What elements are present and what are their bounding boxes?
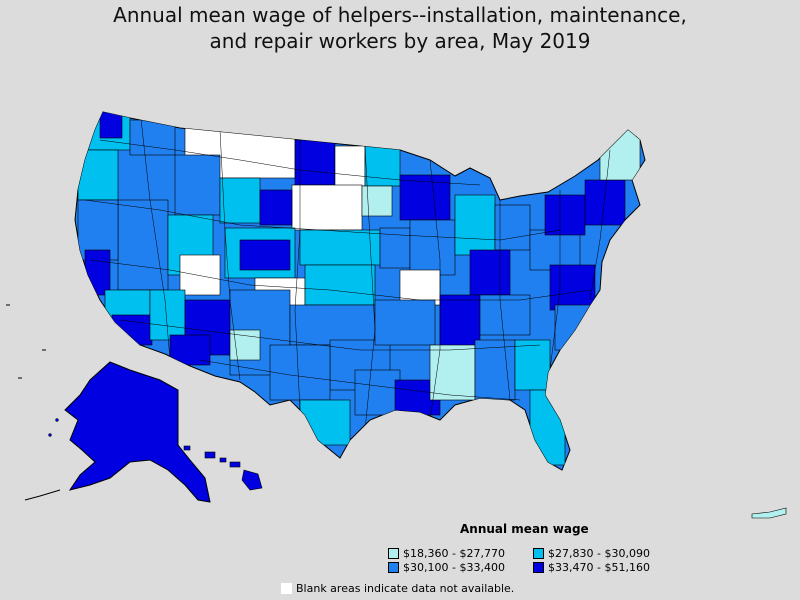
legend-label-1: $18,360 - $27,770 (403, 547, 505, 560)
legend-swatch-3 (388, 562, 399, 573)
legend-swatch-4 (533, 562, 544, 573)
legend-label-2: $27,830 - $30,090 (548, 547, 650, 560)
hawaii (183, 445, 263, 491)
legend-swatch-1 (388, 548, 399, 559)
legend-item-2: $27,830 - $30,090 (533, 547, 650, 560)
legend-swatch-2 (533, 548, 544, 559)
mainland-us (74, 111, 646, 471)
title-line-1: Annual mean wage of helpers--installatio… (113, 3, 687, 27)
map-title: Annual mean wage of helpers--installatio… (0, 2, 800, 54)
legend-item-3: $30,100 - $33,400 (388, 561, 505, 574)
legend-item-4: $33,470 - $51,160 (533, 561, 650, 574)
title-line-2: and repair workers by area, May 2019 (209, 29, 591, 53)
puerto-rico (751, 507, 787, 519)
legend-label-3: $30,100 - $33,400 (403, 561, 505, 574)
alaska (24, 361, 211, 503)
blank-swatch (281, 583, 292, 594)
legend-item-1: $18,360 - $27,770 (388, 547, 505, 560)
legend-label-4: $33,470 - $51,160 (548, 561, 650, 574)
legend-title: Annual mean wage (460, 522, 589, 536)
blank-areas-note: Blank areas indicate data not available. (281, 582, 514, 595)
blank-note-text: Blank areas indicate data not available. (296, 582, 515, 595)
